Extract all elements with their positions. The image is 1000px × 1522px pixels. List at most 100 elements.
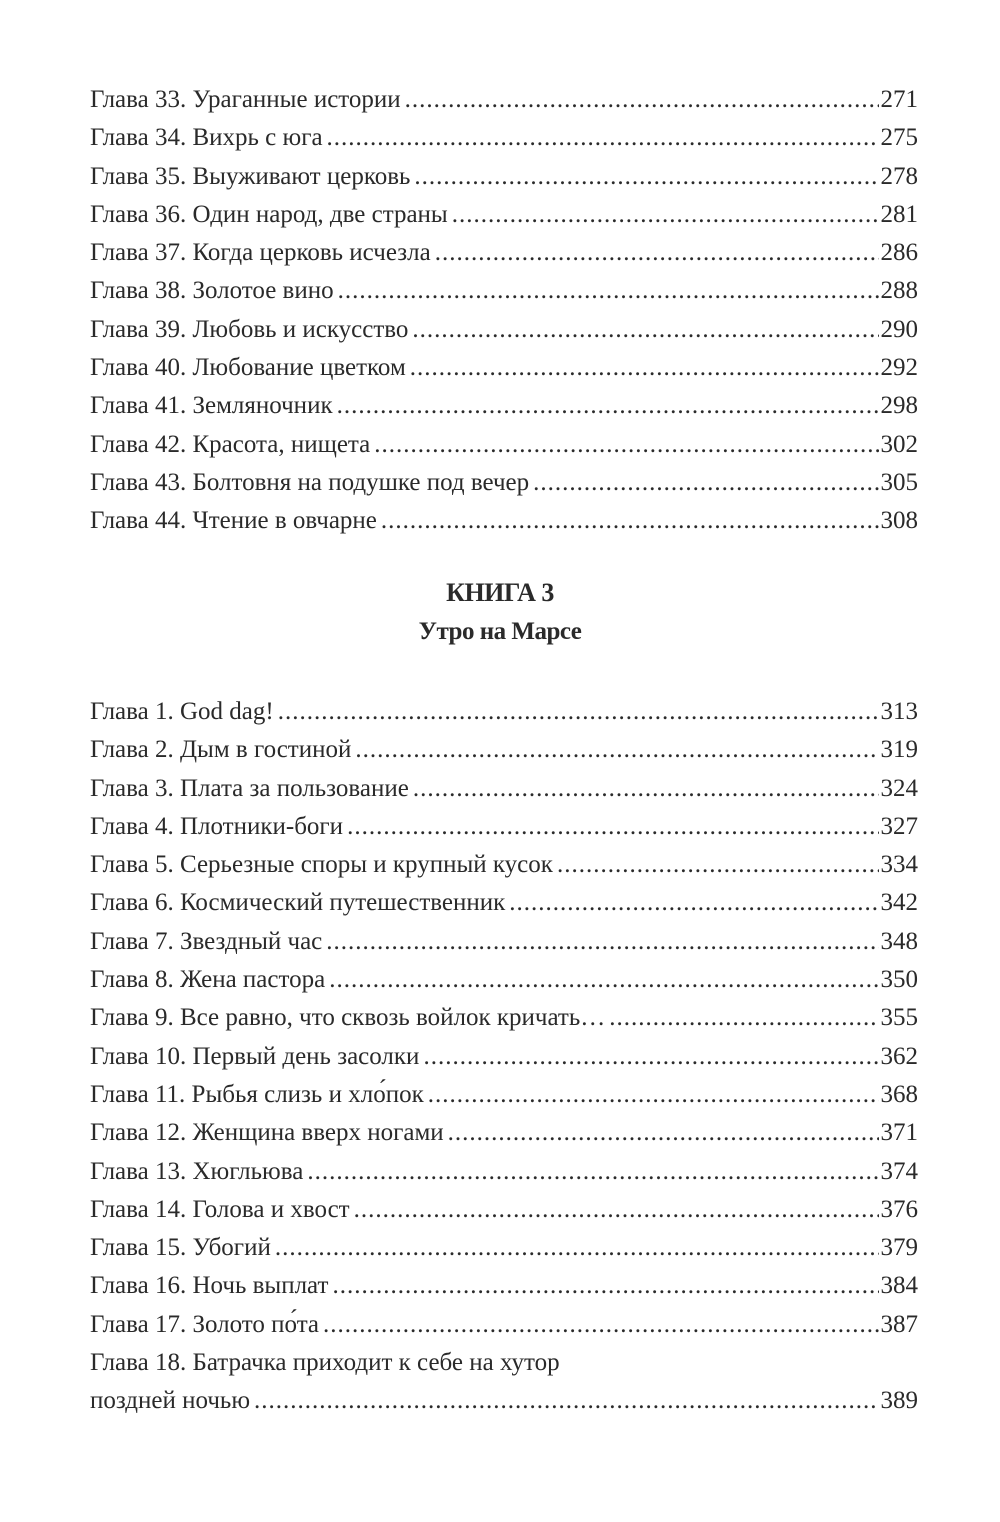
toc-entry-page: 342: [880, 889, 919, 917]
dot-leader: [557, 846, 879, 884]
toc-entry-page: 281: [880, 200, 919, 228]
dot-leader: [410, 349, 879, 387]
toc-entry: Глава 42. Красота, нищета 302: [90, 426, 918, 464]
toc-entry-title: Глава 2. Дым в гостиной: [90, 736, 352, 764]
toc-entry-page: 355: [880, 1004, 919, 1032]
toc-entry-title: Глава 36. Один народ, две страны: [90, 200, 448, 228]
toc-entry-page: 368: [880, 1080, 919, 1108]
dot-leader: [354, 1191, 879, 1229]
dot-leader: [347, 808, 878, 846]
toc-entry-page: 305: [880, 468, 919, 496]
toc-entry: Глава 13. Хюгльюва 374: [90, 1153, 918, 1191]
toc-entry-title: Глава 39. Любовь и искусство: [90, 315, 409, 343]
toc-entry-title: Глава 9. Все равно, что сквозь войлок кр…: [90, 1004, 606, 1032]
toc-entry-title: Глава 12. Женщина вверх ногами: [90, 1119, 444, 1147]
dot-leader: [448, 1114, 879, 1152]
toc-entry: Глава 39. Любовь и искусство 290: [90, 311, 918, 349]
toc-entry: Глава 43. Болтовня на подушке под вечер 3…: [90, 464, 918, 502]
toc-entry-title: Глава 44. Чтение в овчарне: [90, 507, 377, 535]
toc-entry: Глава 4. Плотники-боги 327: [90, 808, 918, 846]
toc-entry: Глава 3. Плата за пользование 324: [90, 770, 918, 808]
dot-leader: [413, 770, 879, 808]
toc-entry: Глава 9. Все равно, что сквозь войлок кр…: [90, 999, 918, 1037]
toc-entry-title: Глава 34. Вихрь с юга: [90, 124, 323, 152]
toc-entry-title: Глава 40. Любование цветком: [90, 354, 406, 382]
dot-leader: [533, 464, 878, 502]
toc-entry-title: Глава 5. Серьезные споры и крупный кусок: [90, 851, 553, 879]
toc-entry-page: 324: [880, 774, 919, 802]
book-heading: КНИГА 3: [446, 578, 554, 607]
toc-entry-page: 387: [880, 1310, 919, 1338]
toc-entry-page: 362: [880, 1042, 919, 1070]
toc-entry-page: 313: [880, 698, 919, 725]
toc-entry-title: Глава 7. Звездный час: [90, 927, 323, 955]
toc-entry: Глава 11. Рыбья слизь и хло́пок 368: [90, 1076, 918, 1114]
toc-entry-page: 334: [880, 851, 919, 879]
toc-list-continued: Глава 33. Ураганные истории 271 Глава 34. …: [90, 81, 918, 541]
toc-entry-page: 350: [880, 966, 919, 994]
toc-entry-title: Глава 13. Хюгльюва: [90, 1157, 304, 1185]
toc-entry-page: 286: [880, 239, 919, 267]
toc-entry-page: 278: [880, 162, 919, 190]
toc-entry-title: Глава 33. Ураганные истории: [90, 86, 401, 113]
dot-leader: [254, 1382, 878, 1420]
dot-leader: [414, 158, 878, 196]
toc-list-book3: Глава 1. God dag! 313 Глава 2. Дым в гости…: [90, 693, 918, 1421]
toc-entry-title: Глава 14. Голова и хвост: [90, 1195, 350, 1223]
toc-entry-title: Глава 35. Выуживают церковь: [90, 162, 411, 190]
toc-entry: поздней ночью 389: [90, 1382, 918, 1420]
toc-entry: Глава 35. Выуживают церковь 278: [90, 158, 918, 196]
toc-entry-title: Глава 8. Жена пастора: [90, 966, 326, 994]
dot-leader: [332, 1267, 878, 1305]
toc-entry: Глава 34. Вихрь с юга 275: [90, 119, 918, 157]
toc-entry: Глава 14. Голова и хвост 376: [90, 1191, 918, 1229]
book-title: Утро на Марсе: [418, 618, 582, 645]
dot-leader: [405, 81, 879, 119]
dot-leader: [509, 884, 878, 922]
toc-entry-title: Глава 11. Рыбья слизь и хло́пок: [90, 1080, 424, 1108]
toc-entry: Глава 33. Ураганные истории 271: [90, 81, 918, 119]
toc-entry-page: 292: [880, 354, 919, 382]
dot-leader: [329, 961, 878, 999]
toc-entry-title: Глава 3. Плата за пользование: [90, 774, 409, 802]
toc-entry-title: Глава 41. Земляночник: [90, 392, 333, 420]
toc-entry-title: Глава 15. Убогий: [90, 1234, 271, 1262]
dot-leader: [435, 234, 879, 272]
toc-entry-page: 288: [880, 277, 919, 305]
dot-leader: [355, 731, 878, 769]
toc-entry-page: 376: [880, 1195, 919, 1223]
toc-entry-page: 384: [880, 1272, 919, 1300]
toc-entry-title: Глава 37. Когда церковь исчезла: [90, 239, 431, 267]
dot-leader: [381, 502, 879, 540]
toc-entry-page: 308: [880, 507, 919, 535]
dot-leader: [337, 387, 879, 425]
toc-entry: Глава 10. Первый день засолки 362: [90, 1038, 918, 1076]
toc-entry: Глава 44. Чтение в овчарне 308: [90, 502, 918, 540]
toc-entry-title: Глава 17. Золото по́та: [90, 1310, 320, 1338]
toc-entry-page: 389: [880, 1387, 919, 1415]
toc-entry: Глава 15. Убогий 379: [90, 1229, 918, 1267]
toc-entry: Глава 12. Женщина вверх ногами 371: [90, 1114, 918, 1152]
dot-leader: [307, 1153, 878, 1191]
toc-entry-page: 327: [880, 812, 919, 840]
dot-leader: [323, 1306, 878, 1344]
toc-entry: Глава 5. Серьезные споры и крупный кусок…: [90, 846, 918, 884]
toc-entry-page: 290: [880, 315, 919, 343]
toc-entry-title: Глава 6. Космический путешественник: [90, 889, 506, 917]
toc-entry: Глава 6. Космический путешественник 342: [90, 884, 918, 922]
toc-entry: Глава 1. God dag! 313: [90, 693, 918, 731]
toc-entry: Глава 36. Один народ, две страны 281: [90, 196, 918, 234]
toc-entry: Глава 37. Когда церковь исчезла 286: [90, 234, 918, 272]
toc-entry-title: Глава 42. Красота, нищета: [90, 430, 371, 458]
dot-leader: [452, 196, 879, 234]
toc-entry: Глава 17. Золото по́та 387: [90, 1306, 918, 1344]
toc-entry-title: Глава 4. Плотники-боги: [90, 812, 344, 840]
dot-leader: [338, 272, 879, 310]
toc-entry: Глава 7. Звездный час 348: [90, 923, 918, 961]
toc-entry-page: 371: [880, 1119, 919, 1147]
toc-entry: Глава 41. Земляночник 298: [90, 387, 918, 425]
toc-entry-page: 302: [880, 430, 919, 458]
toc-entry-page: 379: [880, 1234, 919, 1262]
dot-leader: [327, 119, 879, 157]
toc-entry: Глава 8. Жена пастора 350: [90, 961, 918, 999]
